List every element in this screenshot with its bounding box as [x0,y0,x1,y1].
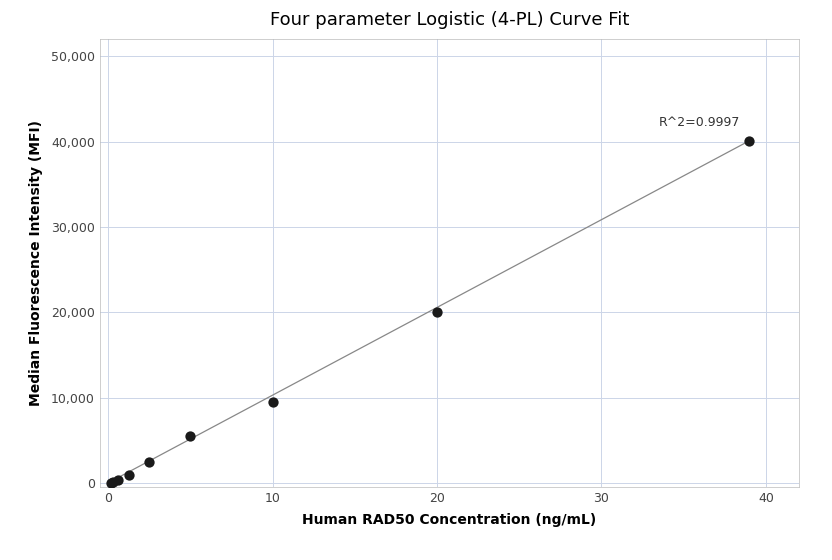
Text: R^2=0.9997: R^2=0.9997 [659,116,740,129]
Point [104,478,117,487]
Title: Four parameter Logistic (4-PL) Curve Fit: Four parameter Logistic (4-PL) Curve Fit [270,11,629,29]
Point [142,457,156,466]
Point [122,471,136,480]
Y-axis label: Median Fluorescence Intensity (MFI): Median Fluorescence Intensity (MFI) [28,120,42,406]
Point [266,398,280,407]
Point [106,477,120,486]
Point [111,475,125,484]
Point [743,136,756,145]
X-axis label: Human RAD50 Concentration (ng/mL): Human RAD50 Concentration (ng/mL) [302,514,597,528]
Point [184,432,197,441]
Point [430,308,443,317]
